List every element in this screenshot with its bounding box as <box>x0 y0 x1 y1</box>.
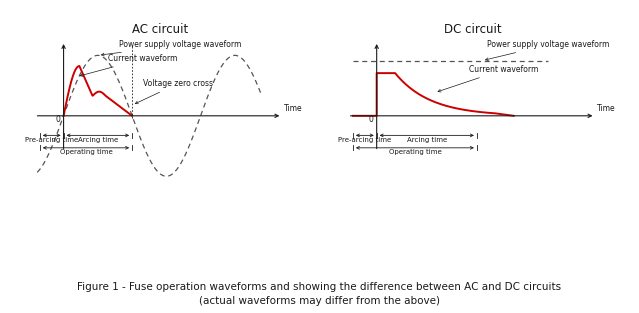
Text: Pre-arcing time: Pre-arcing time <box>25 137 79 143</box>
Text: Power supply voltage waveform: Power supply voltage waveform <box>486 40 610 60</box>
Text: Time: Time <box>284 104 302 113</box>
Text: Arcing time: Arcing time <box>78 137 118 143</box>
Text: Time: Time <box>597 104 615 113</box>
Text: Pre-arcing time: Pre-arcing time <box>338 137 392 143</box>
Text: Operating time: Operating time <box>59 149 112 155</box>
Text: Power supply voltage waveform: Power supply voltage waveform <box>102 40 242 56</box>
Text: Figure 1 - Fuse operation waveforms and showing the difference between AC and DC: Figure 1 - Fuse operation waveforms and … <box>77 282 562 306</box>
Text: Current waveform: Current waveform <box>80 54 178 76</box>
Title: AC circuit: AC circuit <box>132 23 188 36</box>
Text: 0: 0 <box>56 115 61 124</box>
Text: Current waveform: Current waveform <box>438 65 538 92</box>
Title: DC circuit: DC circuit <box>444 23 502 36</box>
Text: Voltage zero cross: Voltage zero cross <box>135 79 213 104</box>
Text: Operating time: Operating time <box>389 149 442 155</box>
Text: 0: 0 <box>369 115 374 124</box>
Text: Arcing time: Arcing time <box>406 137 447 143</box>
